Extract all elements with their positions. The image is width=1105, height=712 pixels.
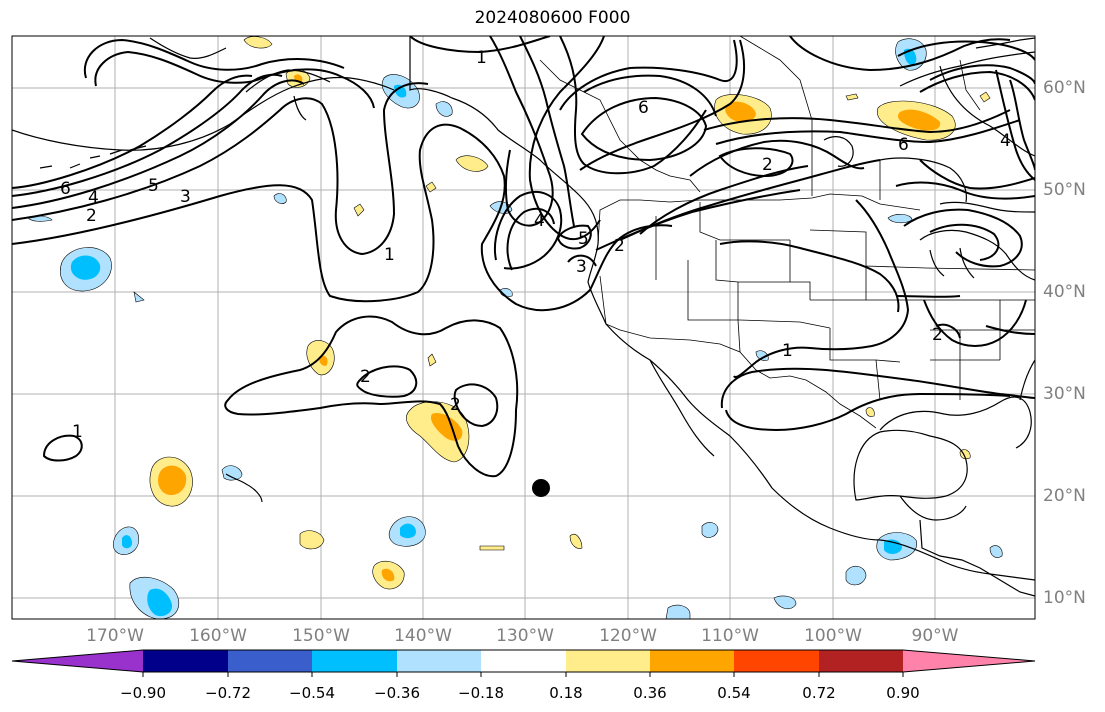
colorbar-segment — [819, 650, 903, 672]
colorbar-segment — [228, 650, 312, 672]
blue-blob — [665, 604, 691, 619]
yellow-blob — [979, 91, 991, 103]
blue-blob — [112, 526, 140, 555]
lat-label: 30°N — [1043, 384, 1086, 404]
contour-label: 1 — [782, 341, 793, 361]
blue-blob — [221, 465, 243, 481]
yellow-blob — [353, 203, 365, 217]
lat-label: 60°N — [1043, 78, 1086, 98]
colorbar-tick-label: −0.72 — [205, 684, 251, 702]
contour-label: 4 — [534, 211, 545, 231]
colorbar-tick-label: 0.90 — [886, 684, 920, 702]
colorbar-tick-label: 0.54 — [717, 684, 751, 702]
blue-blob — [273, 193, 287, 204]
blue-blob — [129, 576, 180, 619]
yellow-blob — [845, 93, 859, 101]
storm-center-marker — [532, 479, 550, 497]
yellow-blob — [427, 353, 437, 367]
contour-label: 3 — [180, 187, 191, 207]
yellow-blob — [299, 530, 325, 550]
contour-label: 3 — [576, 257, 587, 277]
lon-label: 120°W — [599, 626, 657, 646]
contour-label: 5 — [148, 176, 159, 196]
contour-label: 6 — [638, 98, 649, 118]
contour-label: 1 — [476, 48, 487, 68]
lon-label: 130°W — [496, 626, 554, 646]
blue-blob — [989, 545, 1003, 558]
map-title: 2024080600 F000 — [474, 8, 631, 28]
lat-label: 40°N — [1043, 282, 1086, 302]
lon-label: 90°W — [911, 626, 959, 646]
blue-blob — [755, 350, 769, 361]
yellow-blob — [425, 181, 437, 193]
contour-label: 2 — [450, 395, 461, 415]
contour-label: 1 — [72, 422, 83, 442]
blue-blob — [133, 291, 145, 303]
yellow-blob — [243, 36, 273, 49]
filled-anomalies — [27, 36, 1003, 619]
lat-label: 10°N — [1043, 588, 1086, 608]
yellow-blob — [455, 155, 489, 172]
colorbar-segment — [734, 650, 819, 672]
colorbar-extend-low — [12, 650, 143, 672]
map-background — [12, 36, 1035, 619]
contour-label: 6 — [60, 179, 71, 199]
colorbar-tick-label: 0.18 — [549, 684, 583, 702]
colorbar-segment — [143, 650, 228, 672]
blue-blob — [845, 565, 867, 586]
contour-label: 2 — [932, 325, 943, 345]
coastlines — [12, 36, 1035, 597]
colorbar — [11, 649, 1036, 677]
colorbar-segment — [650, 650, 734, 672]
lat-label: 50°N — [1043, 180, 1086, 200]
map-frame — [11, 35, 1036, 620]
contour-label: 2 — [360, 367, 371, 387]
colorbar-segment — [481, 650, 566, 672]
yellow-blob — [877, 100, 956, 141]
yellow-blob — [865, 407, 875, 417]
lon-label: 150°W — [292, 626, 350, 646]
contour-label: 2 — [86, 206, 97, 226]
blue-blob — [876, 532, 917, 561]
colorbar-tick-label: −0.18 — [458, 684, 504, 702]
contour-label: 1 — [384, 245, 395, 265]
contour-label: 2 — [614, 236, 625, 256]
colorbar-tick-label: −0.90 — [120, 684, 166, 702]
contour-label: 4 — [1000, 131, 1011, 151]
contour-label: 6 — [898, 135, 909, 155]
colorbar-segment — [397, 650, 481, 672]
colorbar-tick-label: −0.54 — [289, 684, 335, 702]
blue-blob — [701, 522, 719, 538]
colorbar-tick-label: −0.36 — [374, 684, 420, 702]
blue-blob — [388, 516, 426, 547]
contour-label: 5 — [578, 229, 589, 249]
lon-label: 100°W — [804, 626, 862, 646]
colorbar-segment — [566, 650, 650, 672]
yellow-blob — [149, 456, 193, 507]
lon-label: 160°W — [189, 626, 247, 646]
contour-labels: 6 4 5 3 2 1 2 2 1 1 6 2 4 5 3 2 1 6 2 4 — [60, 48, 1011, 442]
lon-label: 170°W — [86, 626, 144, 646]
lat-label: 20°N — [1043, 486, 1086, 506]
contour-lines — [12, 36, 1035, 478]
yellow-blob — [569, 533, 583, 549]
yellow-blob — [372, 560, 405, 590]
colorbar-extend-high — [903, 650, 1035, 672]
blue-blob — [773, 595, 797, 610]
lon-label: 140°W — [394, 626, 452, 646]
gridlines — [12, 36, 1035, 619]
contour-label: 4 — [88, 188, 99, 208]
blue-blob — [60, 247, 112, 292]
colorbar-tick-label: 0.36 — [633, 684, 667, 702]
yellow-blob — [479, 545, 505, 551]
colorbar-tick-label: 0.72 — [802, 684, 836, 702]
blue-blob — [435, 101, 453, 117]
lon-label: 110°W — [701, 626, 759, 646]
contour-label: 2 — [762, 155, 773, 175]
colorbar-segment — [312, 650, 397, 672]
